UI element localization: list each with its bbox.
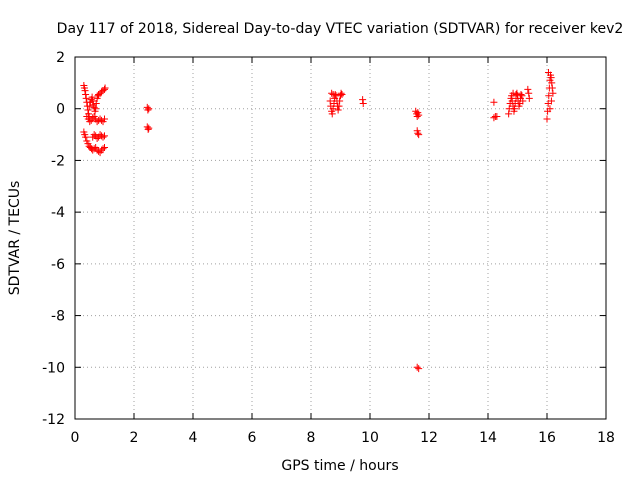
data-point (82, 90, 90, 98)
data-point (525, 94, 533, 102)
data-point (88, 93, 96, 101)
data-point (101, 85, 108, 93)
data-point (89, 97, 97, 105)
data-point (549, 89, 557, 97)
data-point (546, 105, 554, 113)
data-point (414, 129, 422, 137)
data-point (329, 105, 337, 113)
data-point (545, 92, 553, 100)
y-tick-label: 0 (56, 102, 65, 118)
data-point (337, 89, 345, 97)
data-point (329, 90, 337, 98)
data-point (98, 116, 106, 124)
y-tick-label: -10 (42, 360, 65, 376)
data-point (81, 87, 89, 95)
data-point (505, 110, 513, 118)
y-tick-label: -4 (51, 205, 65, 221)
x-tick-label: 14 (479, 430, 497, 446)
data-point (89, 114, 97, 122)
data-point (413, 112, 421, 120)
data-point (335, 102, 343, 110)
x-tick-label: 10 (361, 430, 379, 446)
data-point (490, 114, 498, 122)
data-point (415, 365, 423, 373)
data-point (82, 133, 90, 141)
grid (75, 57, 606, 419)
axis-ticks (74, 56, 607, 420)
data-point (145, 124, 153, 132)
data-point (86, 118, 94, 126)
data-point (101, 84, 109, 92)
y-axis-tick-labels: 2 0 -2 -4 -6 -8 -10 -12 (42, 50, 65, 428)
y-axis-label: SDTVAR / TECUs (7, 181, 23, 296)
data-point (92, 100, 100, 108)
x-axis-label: GPS time / hours (281, 458, 398, 474)
data-point (326, 97, 334, 105)
x-tick-label: 0 (71, 430, 80, 446)
data-point (493, 112, 501, 120)
data-point (336, 97, 344, 105)
y-tick-label: -8 (51, 309, 65, 325)
y-tick-label: -12 (42, 412, 65, 428)
y-tick-label: 2 (56, 50, 65, 66)
data-point (101, 115, 108, 123)
data-point (338, 90, 346, 98)
data-point (144, 125, 152, 133)
x-tick-label: 6 (248, 430, 257, 446)
plot-frame (74, 56, 607, 420)
x-tick-label: 4 (189, 430, 198, 446)
data-point (415, 131, 423, 139)
data-point (359, 100, 367, 108)
data-point (547, 97, 555, 105)
x-tick-label: 12 (420, 430, 438, 446)
data-point (328, 89, 336, 97)
y-tick-label: -2 (51, 153, 65, 169)
data-point (101, 144, 108, 151)
data-point (544, 69, 552, 77)
data-point (328, 110, 336, 118)
data-point (95, 147, 103, 155)
data-point (548, 84, 556, 92)
chart-title: Day 117 of 2018, Sidereal Day-to-day VTE… (57, 21, 624, 37)
data-point (144, 106, 152, 114)
data-point (145, 105, 153, 113)
x-tick-label: 2 (130, 430, 139, 446)
data-point (99, 133, 107, 141)
data-point (490, 98, 498, 106)
data-point (359, 96, 367, 104)
x-axis-tick-labels: 0 2 4 6 8 10 12 14 16 18 (71, 430, 615, 446)
data-point (90, 103, 98, 111)
y-tick-label: -6 (51, 257, 65, 273)
data-point (84, 106, 92, 114)
data-point (93, 134, 101, 142)
data-point (82, 94, 90, 102)
data-point (524, 85, 532, 93)
data-point (90, 145, 98, 153)
data-point (334, 106, 342, 114)
data-point (543, 115, 551, 123)
data-point (509, 89, 517, 97)
data-point (547, 74, 555, 82)
data-point (86, 102, 94, 110)
data-series-kev2 (80, 69, 557, 373)
data-point (518, 92, 526, 100)
data-point (99, 145, 107, 153)
data-point (413, 363, 421, 371)
data-point (512, 90, 520, 98)
x-tick-label: 18 (597, 430, 615, 446)
data-point (511, 105, 519, 113)
data-point (90, 131, 98, 139)
data-point (548, 79, 556, 87)
data-point (101, 132, 108, 140)
x-tick-label: 16 (538, 430, 556, 446)
x-tick-label: 8 (307, 430, 316, 446)
data-point (415, 111, 423, 119)
data-point (519, 97, 527, 105)
data-point (525, 89, 533, 97)
data-point (92, 105, 100, 113)
